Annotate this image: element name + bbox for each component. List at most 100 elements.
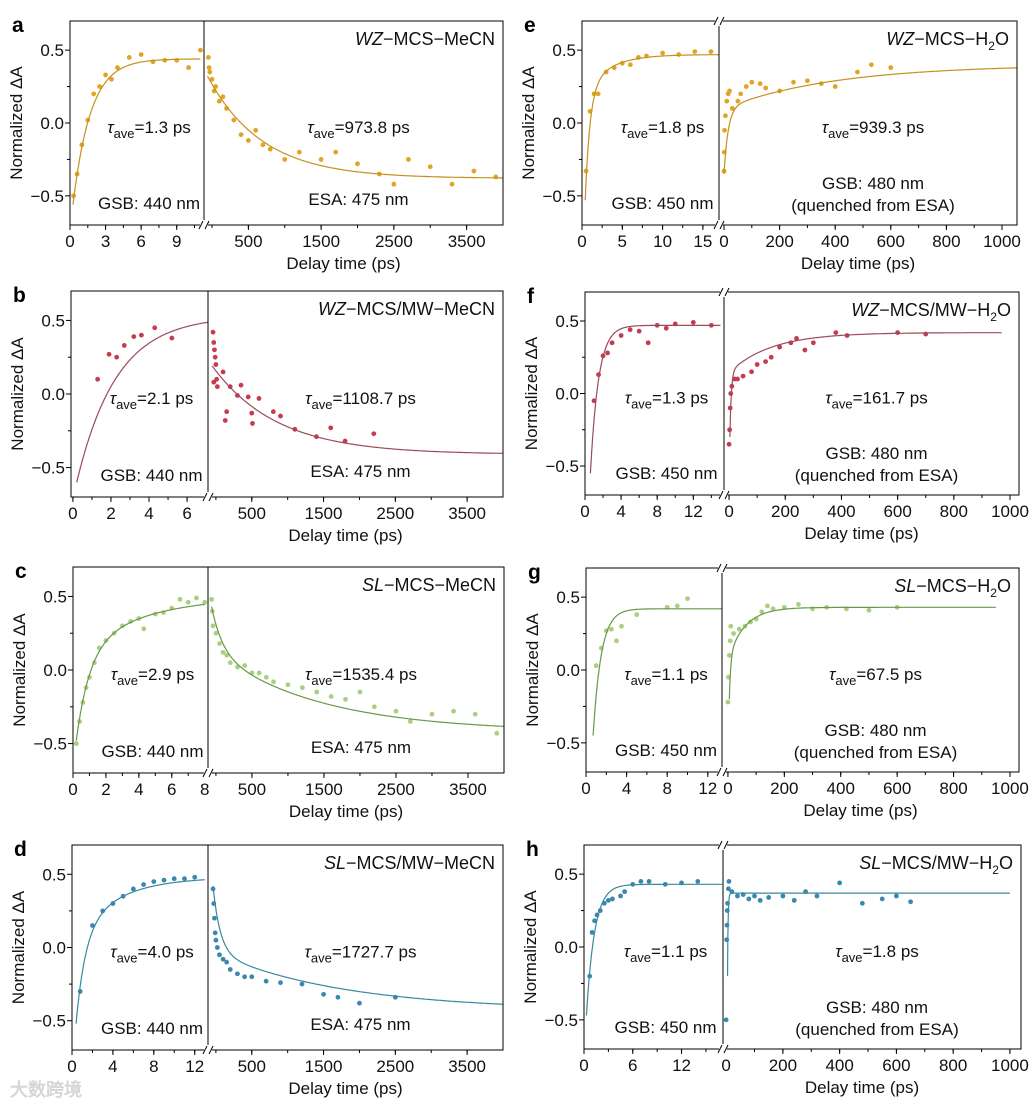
data-point — [227, 660, 233, 666]
axis-break-gap — [719, 840, 727, 850]
axis-break-icon — [723, 1044, 729, 1054]
data-point — [121, 343, 127, 348]
tau-ave-label: τave=1108.7 ps — [305, 389, 416, 412]
data-point — [866, 607, 872, 613]
axis-break-icon — [204, 220, 210, 230]
panel-title: WZ−MCS/MW−MeCN — [318, 299, 495, 319]
title-main: −MCS−H — [916, 576, 990, 596]
title-italic: SL — [859, 853, 881, 873]
probe-annotation: GSB: 440 nm — [98, 194, 200, 213]
plot-frame — [583, 844, 1022, 1050]
title-tail: O — [997, 300, 1011, 320]
data-point — [770, 606, 776, 612]
data-point — [213, 362, 219, 367]
x-tick-label: 3500 — [448, 504, 486, 523]
data-point — [267, 146, 273, 152]
title-main: −MCS/MW−H — [881, 853, 992, 873]
panel-title: SL−MCS−H2O — [894, 576, 1011, 600]
data-point — [791, 79, 796, 85]
title-italic: WZ — [851, 300, 880, 320]
data-point — [141, 882, 146, 887]
data-point — [220, 956, 226, 962]
x-tick-label: 12 — [698, 779, 717, 798]
data-point — [245, 394, 251, 400]
data-point — [97, 84, 103, 89]
tau-symbol: τ — [625, 389, 633, 408]
data-point — [235, 393, 240, 398]
panel-f: f Normalized ΔA Delay time (ps) 0.5 0.0 −0.5 0… — [522, 285, 1029, 543]
data-point — [194, 595, 199, 601]
data-point — [253, 127, 259, 133]
data-point — [618, 893, 623, 899]
data-point — [214, 945, 220, 950]
x-tick-label: 2 — [101, 780, 110, 799]
tau-value: =1.8 ps — [863, 942, 919, 961]
axis-break-icon — [724, 287, 730, 297]
x-tick-label: 500 — [238, 780, 266, 799]
data-point — [879, 896, 885, 902]
x-tick-label: 800 — [932, 232, 960, 251]
data-point — [231, 117, 237, 123]
tau-symbol: τ — [111, 665, 119, 684]
x-tick-label: 0 — [68, 780, 77, 799]
data-point — [832, 84, 838, 89]
fit-curve — [589, 324, 721, 474]
data-point — [131, 334, 137, 340]
data-point — [794, 336, 799, 341]
x-axis-label: Delay time (ps) — [288, 1079, 402, 1098]
data-point — [214, 384, 220, 390]
axis-break-icon — [716, 767, 722, 777]
axis-break-gap — [204, 492, 212, 502]
y-tick-label: −0.5 — [545, 457, 579, 476]
data-point — [250, 421, 255, 426]
data-point — [212, 354, 218, 360]
data-point — [211, 379, 217, 385]
data-point — [141, 626, 147, 632]
x-tick-label: 6 — [628, 1056, 637, 1075]
tau-symbol: τ — [825, 389, 833, 408]
title-italic: SL — [894, 576, 916, 596]
y-axis-label: Normalized ΔA — [7, 66, 26, 180]
tau-subscript: ave — [311, 673, 332, 688]
x-tick-label: 200 — [765, 232, 793, 251]
data-point — [660, 50, 665, 56]
fit-curve — [211, 606, 505, 727]
data-point — [674, 603, 680, 609]
y-tick-label: 0.0 — [554, 938, 578, 957]
data-point — [282, 157, 288, 162]
data-point — [740, 373, 746, 379]
data-point — [139, 332, 144, 338]
tau-symbol: τ — [621, 118, 629, 137]
data-point — [731, 631, 736, 636]
tau-symbol: τ — [305, 389, 313, 408]
axis-break-gap — [719, 1044, 727, 1054]
data-point — [152, 325, 158, 331]
y-tick-label: −0.5 — [32, 1012, 66, 1031]
tau-value: =2.1 ps — [137, 389, 193, 408]
fit-curve — [729, 332, 1002, 437]
y-tick-label: 0.5 — [42, 865, 66, 884]
panel-letter: h — [526, 838, 539, 861]
panel-letter: e — [524, 14, 536, 37]
data-point — [722, 127, 727, 133]
data-point — [727, 88, 732, 94]
data-point — [270, 409, 276, 415]
tau-subscript: ave — [842, 950, 863, 965]
tau-value: =1535.4 ps — [332, 665, 417, 684]
data-point — [138, 52, 144, 57]
data-point — [343, 697, 348, 702]
y-tick-label: 0.0 — [41, 385, 65, 404]
y-axis-label: Normalized ΔA — [522, 336, 541, 450]
axis-break-gap — [715, 220, 723, 230]
data-point — [663, 325, 669, 331]
tau-symbol: τ — [835, 942, 843, 961]
axis-break-gap — [718, 563, 726, 573]
axis-break-icon — [723, 840, 729, 850]
x-axis-label: Delay time (ps) — [805, 1078, 919, 1097]
title-subscript: 2 — [988, 39, 995, 53]
probe-annotation: ESA: 475 nm — [308, 190, 408, 209]
probe-annotation: ESA: 475 nm — [311, 738, 411, 757]
axis-break-gap — [718, 767, 726, 777]
data-point — [749, 79, 755, 85]
